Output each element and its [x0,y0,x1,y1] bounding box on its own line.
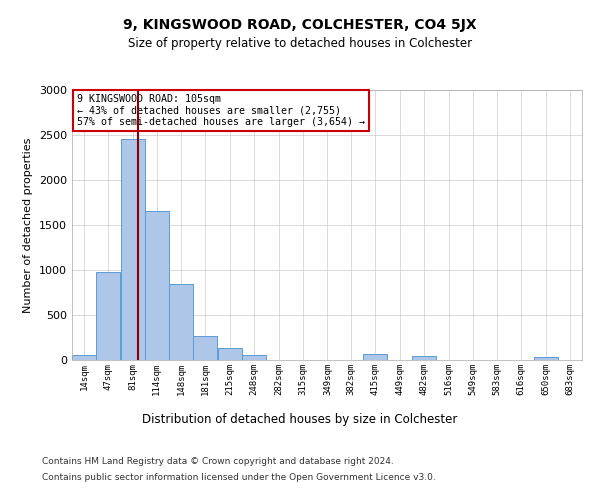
Bar [145,210,169,360]
Bar [364,354,387,360]
Bar [169,284,193,360]
Bar [218,348,242,360]
Bar [412,356,436,360]
Bar [96,272,120,360]
Text: Contains HM Land Registry data © Crown copyright and database right 2024.: Contains HM Land Registry data © Crown c… [42,458,394,466]
Bar [193,336,217,360]
Text: Contains public sector information licensed under the Open Government Licence v3: Contains public sector information licen… [42,472,436,482]
Text: 9, KINGSWOOD ROAD, COLCHESTER, CO4 5JX: 9, KINGSWOOD ROAD, COLCHESTER, CO4 5JX [123,18,477,32]
Bar [121,138,145,360]
Bar [534,358,558,360]
Text: 9 KINGSWOOD ROAD: 105sqm
← 43% of detached houses are smaller (2,755)
57% of sem: 9 KINGSWOOD ROAD: 105sqm ← 43% of detach… [77,94,365,127]
Text: Size of property relative to detached houses in Colchester: Size of property relative to detached ho… [128,38,472,51]
Bar [242,354,266,360]
Bar [72,354,96,360]
Text: Distribution of detached houses by size in Colchester: Distribution of detached houses by size … [142,412,458,426]
Y-axis label: Number of detached properties: Number of detached properties [23,138,34,312]
